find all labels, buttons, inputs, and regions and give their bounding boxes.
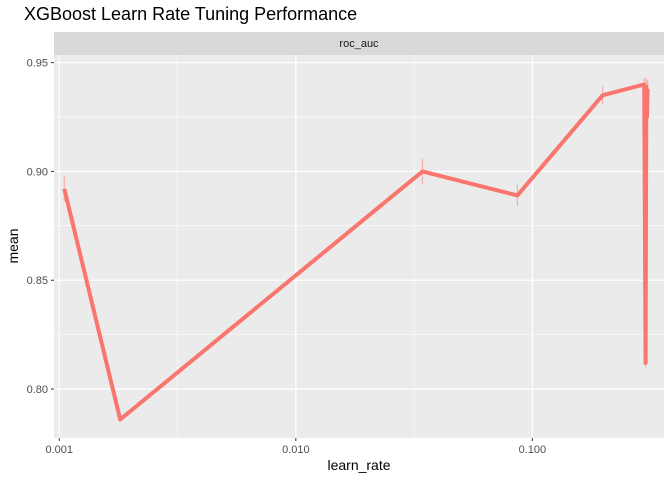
facet-strip bbox=[54, 32, 664, 55]
y-axis: 0.80 0.85 0.90 0.95 bbox=[27, 58, 54, 396]
minor-gridlines bbox=[54, 55, 664, 438]
y-tick-label: 0.80 bbox=[27, 384, 48, 396]
facet-strip-label: roc_auc bbox=[339, 38, 379, 50]
y-tick-label: 0.85 bbox=[27, 275, 48, 287]
plot-panel bbox=[54, 55, 664, 438]
y-tick-label: 0.90 bbox=[27, 166, 48, 178]
chart-title: XGBoost Learn Rate Tuning Performance bbox=[24, 4, 358, 24]
x-tick-label: 0.001 bbox=[46, 444, 74, 456]
series-lines bbox=[62, 82, 650, 422]
x-tick-label: 0.100 bbox=[519, 444, 547, 456]
series-line bbox=[62, 82, 650, 422]
x-axis-title: learn_rate bbox=[327, 457, 390, 473]
x-tick-label: 0.010 bbox=[282, 444, 310, 456]
y-tick-label: 0.95 bbox=[27, 58, 48, 70]
y-axis-title: mean bbox=[5, 228, 21, 263]
x-axis: 0.001 0.010 0.100 bbox=[46, 438, 547, 456]
